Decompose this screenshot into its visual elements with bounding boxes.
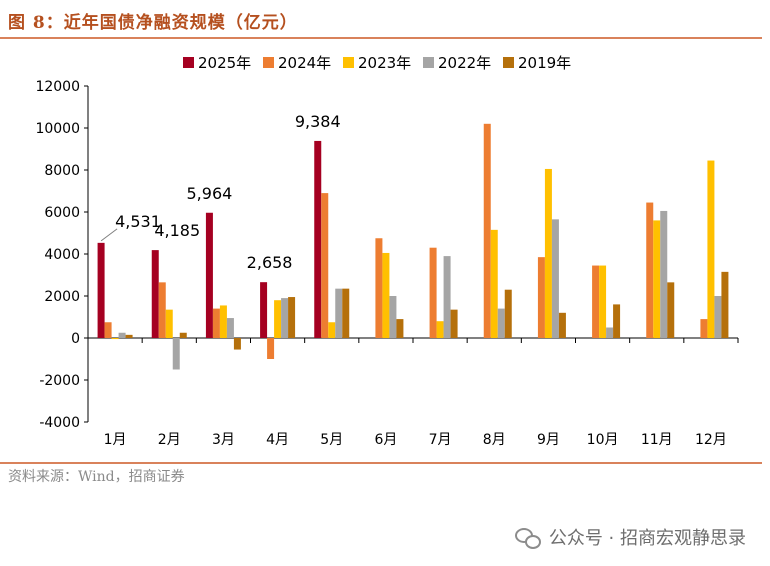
bar-2019年	[179, 332, 187, 338]
watermark-text: 公众号 · 招商宏观静思录	[548, 528, 746, 549]
legend-label: 2019年	[518, 54, 571, 72]
bar-2024年	[537, 257, 545, 338]
bar-2024年	[321, 193, 329, 338]
y-tick-label: -2000	[39, 373, 80, 389]
y-tick-label: 4000	[44, 247, 80, 263]
bar-2023年	[274, 300, 282, 338]
bar-2022年	[281, 298, 289, 338]
x-tick-label: 10月	[587, 432, 619, 448]
source-note: 资料来源：Wind，招商证券	[8, 469, 185, 485]
y-tick-label: 10000	[35, 121, 80, 137]
bar-2025年	[314, 140, 322, 338]
bar-2019年	[558, 312, 566, 338]
y-tick-label: 8000	[44, 163, 80, 179]
bar-2025年	[260, 282, 268, 338]
bar-2022年	[660, 210, 668, 338]
bar-2023年	[707, 160, 715, 338]
bar-2025年	[97, 242, 105, 338]
wechat-icon	[514, 526, 541, 549]
bar-2025年	[151, 250, 159, 338]
x-tick-label: 2月	[158, 432, 181, 448]
bar-2019年	[504, 289, 512, 338]
y-tick-label: 6000	[44, 205, 80, 221]
bar-2023年	[653, 220, 661, 338]
legend-swatch	[343, 57, 354, 68]
data-label: 2,658	[247, 253, 293, 272]
bar-2024年	[104, 322, 112, 338]
bar-2022年	[389, 296, 397, 338]
legend-swatch	[263, 57, 274, 68]
chart-title: 图 8：近年国债净融资规模（亿元）	[8, 13, 298, 33]
bar-2023年	[219, 305, 227, 338]
x-tick-label: 11月	[641, 432, 673, 448]
bar-2024年	[212, 308, 220, 338]
legend-swatch	[183, 57, 194, 68]
legend-label: 2022年	[438, 54, 491, 72]
bar-2022年	[335, 288, 343, 338]
legend-label: 2023年	[358, 54, 411, 72]
x-tick-label: 7月	[429, 432, 452, 448]
bar-2019年	[233, 338, 241, 350]
x-tick-label: 8月	[483, 432, 506, 448]
bar-2024年	[267, 338, 275, 359]
y-tick-label: 0	[71, 331, 80, 347]
bar-2023年	[382, 252, 390, 338]
bar-2023年	[436, 321, 444, 338]
x-tick-label: 6月	[374, 432, 397, 448]
bar-chart: -4000 -2000 0 2000 4000 6000 8000 10000 12000 1月 2…	[35, 54, 739, 448]
leader-line	[100, 228, 118, 242]
bar-2022年	[551, 219, 559, 338]
title-divider	[0, 37, 762, 39]
bar-2024年	[429, 247, 437, 338]
x-tick-label: 4月	[266, 432, 289, 448]
bar-2023年	[490, 229, 498, 338]
bar-2023年	[599, 265, 607, 338]
bar-2019年	[667, 282, 675, 338]
bar-2019年	[613, 304, 621, 338]
bar-2022年	[497, 308, 505, 338]
legend-label: 2025年	[198, 54, 251, 72]
data-label: 9,384	[295, 112, 341, 131]
bar-2022年	[172, 338, 180, 370]
bar-2022年	[606, 327, 614, 338]
bar-2022年	[226, 318, 234, 338]
bar-2022年	[443, 256, 451, 338]
bar-2023年	[111, 338, 119, 340]
bar-2019年	[125, 334, 133, 338]
bar-2019年	[721, 271, 729, 338]
bar-2019年	[342, 288, 350, 338]
bar-2019年	[396, 319, 404, 338]
bar-2024年	[646, 202, 654, 338]
bar-2024年	[483, 123, 491, 338]
x-tick-label: 12月	[695, 432, 727, 448]
bar-2019年	[450, 309, 458, 338]
x-tick-label: 1月	[104, 432, 127, 448]
bar-2024年	[375, 238, 383, 338]
source-divider	[0, 462, 762, 464]
watermark: 公众号 · 招商宏观静思录	[514, 524, 746, 550]
bar-2024年	[592, 265, 600, 338]
legend-label: 2024年	[278, 54, 331, 72]
y-tick-label: 2000	[44, 289, 80, 305]
bar-2023年	[328, 322, 336, 338]
bar-2022年	[714, 296, 722, 338]
x-tick-label: 5月	[320, 432, 343, 448]
bar-2024年	[700, 319, 708, 338]
x-tick-label: 3月	[212, 432, 235, 448]
legend-swatch	[503, 57, 514, 68]
legend-swatch	[423, 57, 434, 68]
bar-2023年	[544, 168, 552, 338]
data-label: 4,531	[115, 212, 161, 231]
bar-2019年	[288, 297, 296, 338]
bar-2024年	[158, 282, 166, 338]
data-label: 5,964	[187, 184, 233, 203]
bar-2022年	[118, 332, 126, 338]
data-label: 4,185	[154, 221, 200, 240]
bar-2023年	[165, 309, 173, 338]
y-tick-label: 12000	[35, 79, 80, 95]
x-tick-label: 9月	[537, 432, 560, 448]
bar-2025年	[205, 212, 213, 338]
y-tick-label: -4000	[39, 415, 80, 431]
